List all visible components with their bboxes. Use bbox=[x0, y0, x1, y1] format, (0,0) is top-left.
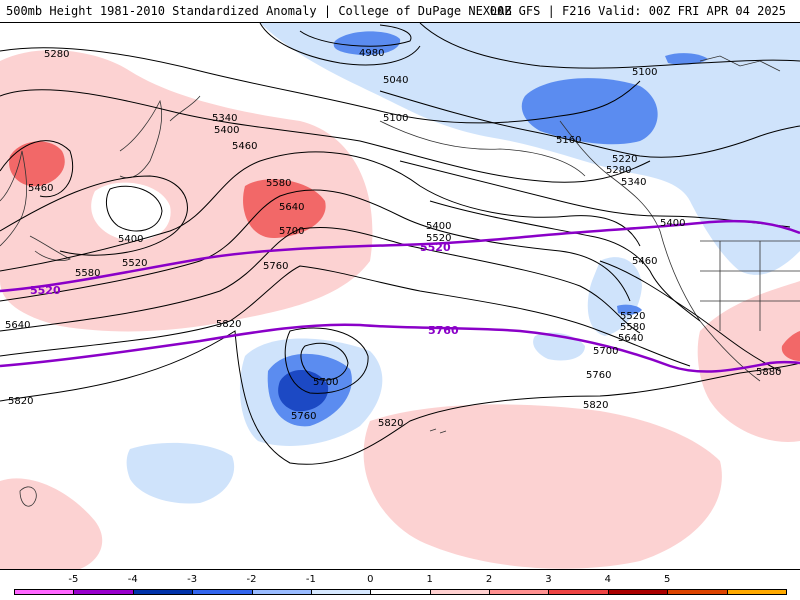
contour-label: 5580 bbox=[620, 322, 645, 333]
colorbar-segment bbox=[310, 589, 372, 595]
contour-label: 5220 bbox=[612, 154, 637, 165]
colorbar-segment bbox=[726, 589, 787, 595]
colorbar-tick-label: 2 bbox=[485, 574, 493, 585]
highlight-label: 5520 bbox=[420, 241, 451, 254]
colorbar-tick-label: -3 bbox=[187, 574, 198, 585]
contour-label: 5580 bbox=[266, 178, 291, 189]
colorbar-segment bbox=[667, 589, 728, 595]
contour-label: 5700 bbox=[279, 226, 304, 237]
contour-label: 5100 bbox=[383, 113, 408, 124]
colorbar-segment bbox=[548, 589, 609, 595]
highlight-label: 5760 bbox=[428, 324, 459, 337]
colorbar-tick-label: -1 bbox=[305, 574, 316, 585]
contour-label: 5820 bbox=[8, 396, 33, 407]
colorbar-legend: -5 -4 -3 -2 -1 0 1 2 3 4 5 bbox=[0, 570, 800, 600]
contour-label: 5700 bbox=[593, 346, 618, 357]
colorbar-segment bbox=[607, 589, 669, 595]
colorbar-tick-label: -4 bbox=[127, 574, 138, 585]
colorbar-tick-label: 1 bbox=[426, 574, 433, 585]
contour-label: 5400 bbox=[660, 218, 685, 229]
colorbar-segment bbox=[192, 589, 253, 595]
colorbar-segment bbox=[429, 589, 491, 595]
title-bar: 500mb Height 1981-2010 Standardized Anom… bbox=[0, 0, 800, 22]
contour-labels: 5280 5460 5400 5520 5580 5640 5820 5340 … bbox=[5, 48, 781, 429]
colorbar-tick-label: -5 bbox=[68, 574, 79, 585]
contour-label: 5640 bbox=[618, 333, 643, 344]
colorbar-segment bbox=[14, 589, 75, 595]
contour-label: 5820 bbox=[216, 319, 241, 330]
contour-label: 5760 bbox=[263, 261, 288, 272]
anomaly-map: 5280 5460 5400 5520 5580 5640 5820 5340 … bbox=[0, 22, 800, 570]
contour-label: 5280 bbox=[606, 165, 631, 176]
contour-label: 5400 bbox=[118, 234, 143, 245]
contour-label: 5760 bbox=[291, 411, 316, 422]
contour-label: 5160 bbox=[556, 135, 581, 146]
colorbar-tick-label: -2 bbox=[246, 574, 257, 585]
highlighted-contours bbox=[0, 219, 800, 373]
contour-label: 5640 bbox=[5, 320, 30, 331]
warm-anomaly-shading bbox=[0, 50, 800, 569]
contour-label: 5100 bbox=[632, 67, 657, 78]
cool-anomaly-shading bbox=[126, 23, 800, 504]
contour-label: 5520 bbox=[122, 258, 147, 269]
contour-label: 5400 bbox=[426, 221, 451, 232]
colorbar-tick-label: 5 bbox=[664, 574, 671, 585]
colorbar-segment bbox=[489, 589, 550, 595]
contour-label: 5340 bbox=[212, 113, 237, 124]
contour-label: 5340 bbox=[621, 177, 646, 188]
contour-label: 5760 bbox=[586, 370, 611, 381]
contour-label: 5400 bbox=[214, 125, 239, 136]
colorbar-segment bbox=[251, 589, 312, 595]
contour-label: 5040 bbox=[383, 75, 408, 86]
colorbar-tick-label: 4 bbox=[604, 574, 612, 585]
colorbar-segment bbox=[132, 589, 194, 595]
contour-label: 5460 bbox=[232, 141, 257, 152]
contour-label: 5820 bbox=[378, 418, 403, 429]
highlight-label: 5520 bbox=[30, 284, 61, 297]
colorbar-tick-label: 0 bbox=[367, 574, 374, 585]
colorbar-tick-label: 3 bbox=[545, 574, 552, 585]
contour-label: 5580 bbox=[75, 268, 100, 279]
contour-label: 5460 bbox=[632, 256, 657, 267]
coastlines bbox=[0, 55, 800, 507]
contour-label: 5880 bbox=[756, 367, 781, 378]
contour-label: 5640 bbox=[279, 202, 304, 213]
highlight-labels: 5520 5520 5760 bbox=[30, 241, 459, 337]
valid-time: 00Z GFS | F216 Valid: 00Z FRI APR 04 202… bbox=[489, 4, 786, 18]
contour-label: 5460 bbox=[28, 183, 53, 194]
map-title: 500mb Height 1981-2010 Standardized Anom… bbox=[6, 4, 512, 18]
contour-label: 5820 bbox=[583, 400, 608, 411]
height-contours bbox=[0, 23, 800, 465]
contour-label: 5700 bbox=[313, 377, 338, 388]
colorbar-segment bbox=[370, 589, 431, 595]
contour-label: 5520 bbox=[426, 233, 451, 244]
colorbar-segment bbox=[73, 589, 134, 595]
contour-label: 4980 bbox=[359, 48, 384, 59]
contour-label: 5280 bbox=[44, 49, 69, 60]
contour-label: 5520 bbox=[620, 311, 645, 322]
